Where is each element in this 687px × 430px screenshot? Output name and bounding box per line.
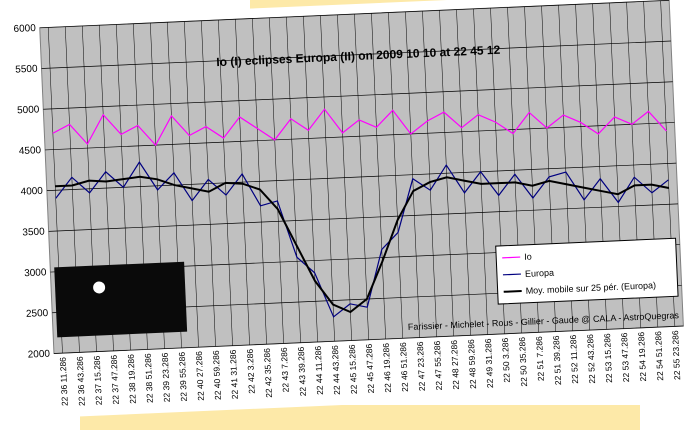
y-tick-label: 2500 — [26, 308, 49, 320]
x-tick-label: 22 50 3.286 — [500, 337, 512, 383]
y-tick-label: 6000 — [13, 23, 36, 35]
y-tick-label: 5500 — [15, 64, 38, 76]
legend-box — [496, 238, 678, 304]
y-tick-label: 4000 — [20, 186, 43, 198]
y-tick-label: 3500 — [22, 227, 45, 239]
x-tick-label: 22 42 3.286 — [245, 348, 257, 394]
legend-swatch — [502, 257, 520, 258]
y-tick-label: 4500 — [19, 145, 42, 157]
inset-image — [54, 262, 187, 338]
legend-label: Io — [524, 252, 532, 262]
page: 20002500300035004000450050005500600022 3… — [0, 0, 687, 430]
legend-swatch — [503, 274, 521, 275]
y-tick-label: 3000 — [24, 267, 47, 279]
legend-label: Europa — [525, 268, 554, 279]
y-tick-label: 2000 — [28, 349, 51, 361]
x-tick-label: 22 51 7.286 — [534, 336, 546, 382]
legend-swatch — [504, 291, 522, 292]
chart: 20002500300035004000450050005500600022 3… — [0, 0, 687, 430]
y-tick-label: 5000 — [17, 104, 40, 116]
x-tick-label: 22 43 7.286 — [279, 347, 291, 393]
